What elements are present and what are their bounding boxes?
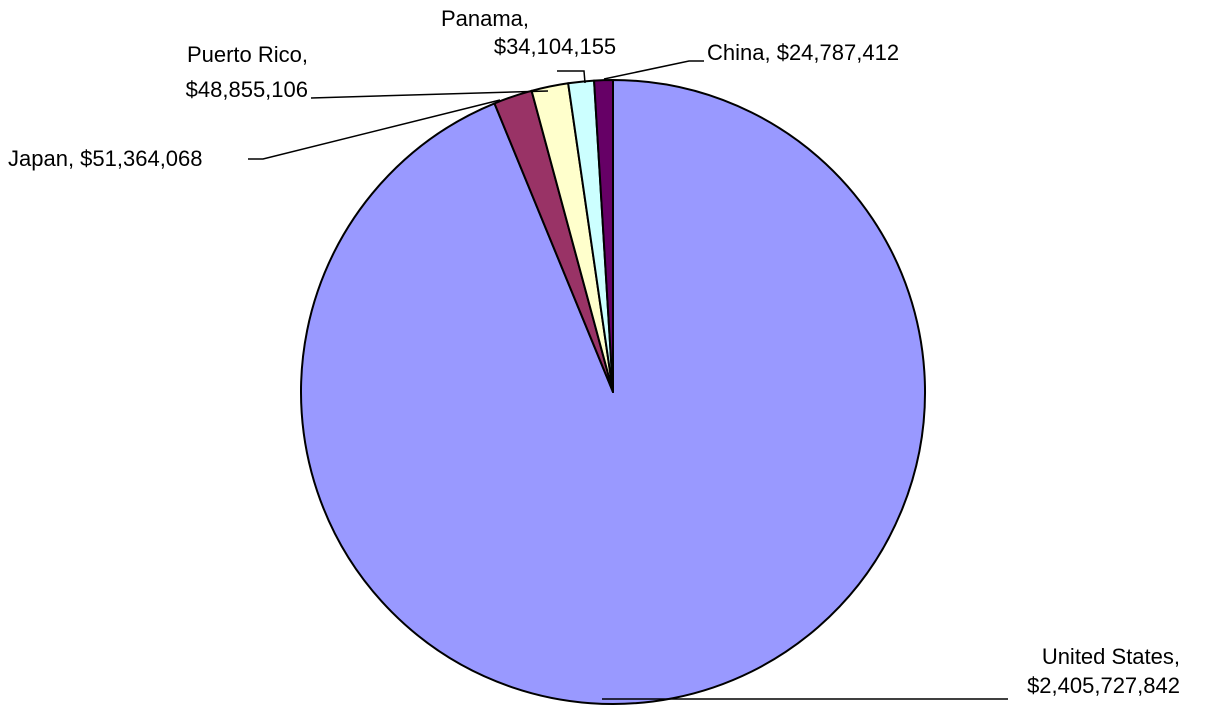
data-label-japan: Japan, $51,364,068 [8,146,203,171]
data-label-value-panama: $34,104,155 [494,34,616,59]
leader-line-japan [248,99,501,160]
data-label-value-united-states: $2,405,727,842 [1027,673,1180,698]
data-label-china: China, $24,787,412 [707,40,899,65]
leader-line-puerto-rico [310,90,549,99]
data-label-value-puerto-rico: $48,855,106 [186,77,308,102]
leader-line-china [603,60,704,80]
pie-slice-china [593,79,614,393]
data-label-name-united-states: United States, [1042,644,1180,669]
data-label-name-puerto-rico: Puerto Rico, [187,42,308,67]
leader-line-panama [557,70,586,84]
data-label-name-panama: Panama, [441,6,529,31]
